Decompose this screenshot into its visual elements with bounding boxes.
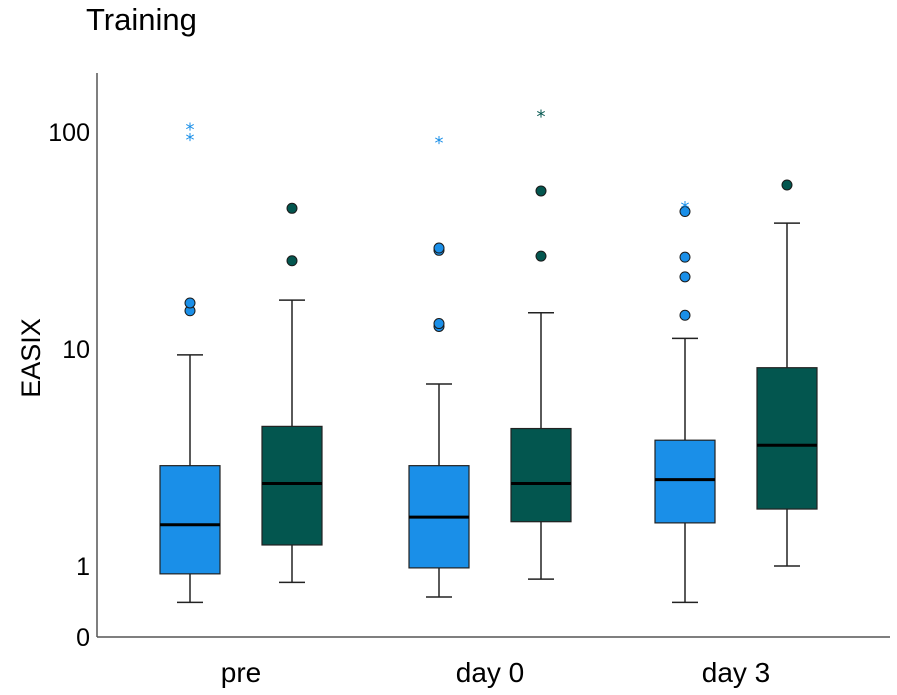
iqr-box	[159, 465, 221, 575]
y-tick-label: 10	[62, 336, 90, 364]
iqr-box	[756, 367, 818, 510]
extreme-outlier-star: *	[537, 106, 546, 127]
box-series-1-pre	[261, 202, 323, 584]
extreme-outlier-star: *	[186, 120, 195, 141]
outlier-point	[535, 250, 547, 262]
box-series-0-day-0: *	[408, 133, 470, 598]
x-tick-label: day 0	[456, 657, 525, 688]
x-tick-label: pre	[221, 657, 261, 688]
x-tick-label: day 3	[702, 657, 771, 688]
outlier-point	[184, 297, 196, 309]
y-tick-labels: 0 1 10 100	[48, 119, 90, 652]
box-series-1-day-3	[756, 179, 818, 567]
outlier-point	[679, 206, 691, 218]
y-tick-label: 1	[76, 553, 90, 581]
outlier-point	[433, 318, 445, 330]
extreme-outlier-star: *	[681, 198, 690, 219]
y-tick-label: 0	[76, 624, 90, 652]
outlier-point	[433, 242, 445, 254]
y-tick-label: 100	[48, 119, 90, 147]
outlier-point	[679, 271, 691, 283]
plot-area: *****	[159, 106, 818, 604]
box-series-0-pre: **	[159, 120, 221, 604]
outlier-point	[679, 309, 691, 321]
extreme-outlier-star: *	[435, 133, 444, 154]
outlier-point	[535, 185, 547, 197]
outlier-point	[781, 179, 793, 191]
box-series-0-day-3: *	[654, 198, 716, 604]
y-axis-label: EASIX	[16, 318, 46, 398]
x-tick-labels: pre day 0 day 3	[221, 657, 770, 688]
extreme-outlier-star: *	[186, 130, 195, 151]
outlier-point	[679, 251, 691, 263]
iqr-box	[261, 425, 323, 546]
iqr-box	[510, 427, 572, 523]
iqr-box	[654, 439, 716, 524]
chart-title: Training	[86, 2, 197, 37]
box-series-1-day-0: *	[510, 106, 572, 580]
outlier-point	[286, 202, 298, 214]
outlier-point	[286, 255, 298, 267]
